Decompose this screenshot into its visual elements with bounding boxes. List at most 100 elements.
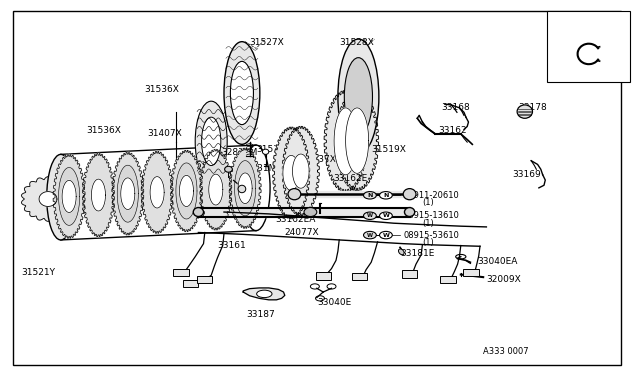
Ellipse shape: [381, 194, 387, 197]
Text: 33169: 33169: [512, 170, 541, 179]
Ellipse shape: [257, 290, 272, 298]
Polygon shape: [324, 90, 367, 192]
Text: 33187: 33187: [246, 310, 275, 319]
Text: 31521Y: 31521Y: [21, 268, 55, 277]
Text: 33161: 33161: [218, 241, 246, 250]
Polygon shape: [117, 165, 138, 222]
Text: 31537X: 31537X: [301, 155, 335, 164]
Text: 08911-20610: 08911-20610: [403, 191, 459, 200]
Text: 33162EA: 33162EA: [275, 215, 316, 224]
Circle shape: [380, 212, 392, 219]
Ellipse shape: [238, 185, 246, 193]
Bar: [402, 270, 417, 278]
Polygon shape: [292, 154, 309, 188]
Polygon shape: [83, 153, 115, 237]
Bar: [440, 276, 456, 283]
Polygon shape: [334, 108, 357, 175]
Ellipse shape: [230, 61, 253, 125]
Polygon shape: [294, 191, 410, 197]
Polygon shape: [53, 154, 85, 238]
Ellipse shape: [344, 58, 372, 136]
Text: 32829M: 32829M: [202, 172, 238, 181]
Bar: [173, 269, 189, 276]
Text: 31532x: 31532x: [182, 182, 216, 190]
Ellipse shape: [288, 189, 301, 200]
Circle shape: [380, 192, 392, 199]
Polygon shape: [176, 163, 197, 219]
Text: 33162E: 33162E: [333, 174, 367, 183]
Polygon shape: [22, 177, 74, 221]
Bar: [316, 272, 331, 280]
Ellipse shape: [517, 105, 532, 118]
Ellipse shape: [262, 149, 269, 154]
Polygon shape: [282, 126, 319, 216]
Ellipse shape: [193, 208, 204, 217]
Polygon shape: [198, 208, 410, 217]
Text: 31407X: 31407X: [147, 129, 182, 138]
Polygon shape: [283, 155, 300, 190]
Polygon shape: [121, 178, 135, 209]
Polygon shape: [243, 288, 285, 300]
Polygon shape: [62, 180, 76, 212]
Text: 31527X: 31527X: [250, 38, 284, 47]
Ellipse shape: [364, 212, 376, 219]
Text: 08915-13610: 08915-13610: [403, 211, 459, 220]
Text: 31515X: 31515X: [173, 161, 207, 170]
Text: (1): (1): [422, 198, 434, 207]
Polygon shape: [346, 108, 369, 173]
Text: 32009X: 32009X: [486, 275, 521, 284]
Text: 33162: 33162: [438, 126, 467, 135]
Text: 33181F: 33181F: [557, 14, 591, 23]
Polygon shape: [235, 161, 256, 216]
Text: N: N: [367, 193, 372, 198]
Polygon shape: [92, 179, 106, 211]
Polygon shape: [150, 177, 164, 208]
Polygon shape: [200, 149, 232, 230]
Ellipse shape: [304, 208, 317, 217]
Text: 31536X: 31536X: [144, 85, 179, 94]
Text: (1): (1): [422, 238, 434, 247]
Text: 33040E: 33040E: [317, 298, 351, 307]
Bar: [197, 276, 212, 283]
Ellipse shape: [338, 39, 379, 154]
Bar: [183, 280, 198, 287]
Text: W: W: [367, 232, 373, 238]
Circle shape: [380, 231, 392, 239]
Text: 31519X: 31519X: [371, 145, 406, 154]
Polygon shape: [112, 153, 144, 235]
Ellipse shape: [364, 231, 376, 239]
Ellipse shape: [47, 154, 75, 240]
Text: 32831M: 32831M: [240, 164, 276, 173]
Ellipse shape: [225, 166, 232, 172]
Ellipse shape: [195, 101, 227, 182]
Bar: [463, 269, 479, 276]
Text: 24077X: 24077X: [285, 228, 319, 237]
Text: 32835M: 32835M: [221, 148, 257, 157]
Ellipse shape: [202, 117, 221, 166]
Text: N: N: [383, 193, 388, 198]
Text: W: W: [383, 213, 389, 218]
Text: 33168: 33168: [442, 103, 470, 112]
Text: (1): (1): [422, 219, 434, 228]
Text: W: W: [367, 213, 373, 218]
Ellipse shape: [224, 42, 260, 144]
Polygon shape: [59, 167, 80, 225]
Text: 33181E: 33181E: [400, 249, 435, 258]
Text: W: W: [383, 232, 389, 238]
Text: 08915-53610: 08915-53610: [403, 231, 459, 240]
Text: 33178: 33178: [518, 103, 547, 112]
Polygon shape: [170, 150, 202, 232]
Polygon shape: [141, 151, 173, 233]
Polygon shape: [238, 173, 252, 203]
Text: 31536X: 31536X: [86, 126, 121, 135]
Polygon shape: [229, 148, 261, 228]
Text: 31532X: 31532X: [256, 145, 291, 154]
Ellipse shape: [403, 189, 416, 200]
Bar: [352, 273, 367, 280]
Ellipse shape: [364, 192, 376, 199]
Text: 31528X: 31528X: [339, 38, 374, 47]
Text: 31532X: 31532X: [77, 207, 111, 216]
Bar: [547, 11, 630, 82]
Text: 33191: 33191: [234, 182, 262, 190]
Text: A333 0007: A333 0007: [483, 347, 529, 356]
